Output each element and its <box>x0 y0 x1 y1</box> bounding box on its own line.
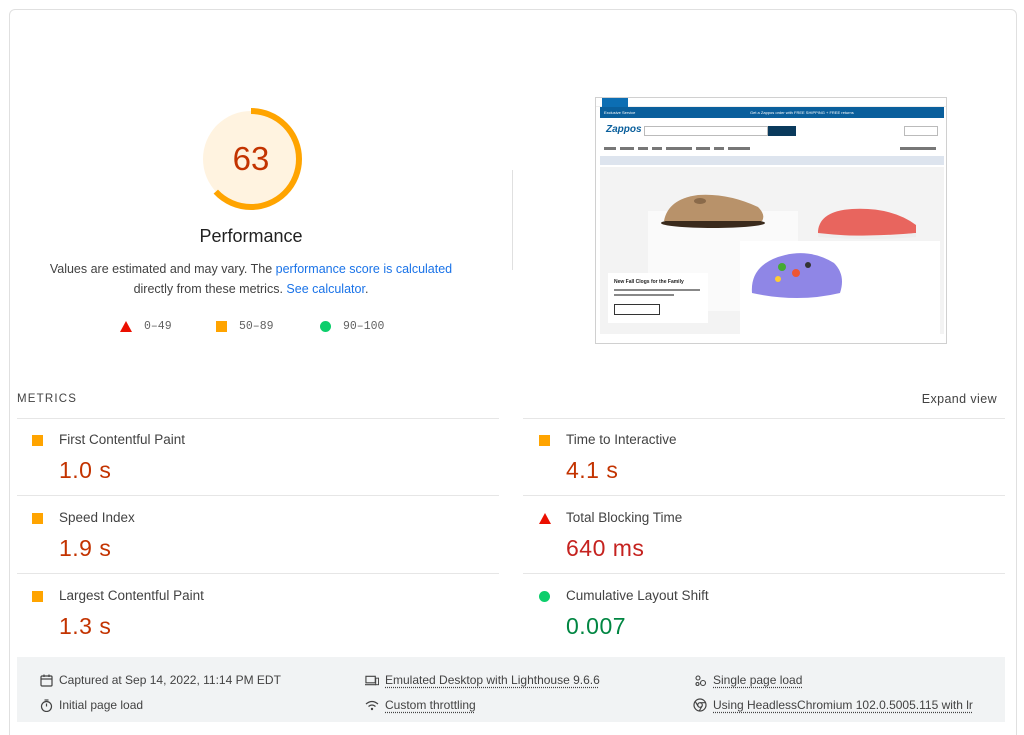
performance-description: Values are estimated and may vary. The p… <box>40 259 462 299</box>
score-calculation-link[interactable]: performance score is calculated <box>275 262 453 276</box>
performance-title: Performance <box>199 226 303 246</box>
clog-tan-image <box>661 194 765 228</box>
metric-value: 1.0 s <box>59 457 112 483</box>
gauge-ring <box>200 108 302 210</box>
metric-largest-contentful-paint: Largest Contentful Paint 1.3 s <box>17 575 477 653</box>
thumb-search-button <box>768 126 796 136</box>
zappos-logo: Zappos <box>606 124 642 135</box>
metrics-divider <box>17 573 499 574</box>
metric-value: 1.3 s <box>59 613 112 639</box>
triangle-icon <box>539 513 551 524</box>
metric-value: 640 ms <box>566 535 645 561</box>
thumb-promo-strip <box>600 156 944 165</box>
square-icon <box>216 321 227 332</box>
thumb-hero: New Fall Clogs for the Family <box>600 167 944 334</box>
desc-middle: directly from these metrics. <box>133 282 287 296</box>
circle-icon <box>320 321 331 332</box>
metric-value: 1.9 s <box>59 535 112 561</box>
circle-icon <box>539 591 550 602</box>
clog-red-image <box>818 208 916 239</box>
runtime-settings-footer: Captured at Sep 14, 2022, 11:14 PM EDT I… <box>17 657 1005 722</box>
legend-pass: 90–100 <box>320 320 384 333</box>
thumb-header: Zappos <box>600 120 944 142</box>
clog-purple-image <box>751 253 842 298</box>
metrics-divider <box>523 573 1005 574</box>
metric-label: Total Blocking Time <box>566 510 683 525</box>
performance-score: 63 <box>232 140 270 177</box>
single-page-load[interactable]: Single page load <box>693 673 802 687</box>
legend-fail: 0–49 <box>120 320 172 333</box>
thumb-hero-title: New Fall Clogs for the Family <box>614 279 684 285</box>
wifi-icon <box>365 698 379 712</box>
emulated-device-text[interactable]: Emulated Desktop with Lighthouse 9.6.6 <box>385 673 600 687</box>
see-calculator-link[interactable]: See calculator <box>286 282 365 296</box>
metrics-divider <box>17 418 499 419</box>
desc-suffix: . <box>364 282 369 296</box>
section-divider <box>512 170 513 270</box>
throttling[interactable]: Custom throttling <box>365 698 476 712</box>
legend-pass-label: 90–100 <box>343 320 385 333</box>
metrics-header: METRICS <box>17 393 78 405</box>
legend-average-label: 50–89 <box>239 320 274 333</box>
captured-at: Captured at Sep 14, 2022, 11:14 PM EDT <box>39 673 281 687</box>
single-page-load-text[interactable]: Single page load <box>713 673 803 687</box>
people-icon <box>693 673 707 687</box>
thumb-hero-card: New Fall Clogs for the Family <box>608 273 708 323</box>
initial-page-load: Initial page load <box>39 698 143 712</box>
chrome-icon <box>693 698 707 712</box>
emulated-device[interactable]: Emulated Desktop with Lighthouse 9.6.6 <box>365 673 600 687</box>
thumb-nav <box>600 144 944 153</box>
stopwatch-icon <box>39 698 53 712</box>
desc-prefix: Values are estimated and may vary. The <box>49 262 276 276</box>
metric-label: First Contentful Paint <box>59 432 186 447</box>
square-icon <box>32 435 43 446</box>
metric-first-contentful-paint: First Contentful Paint 1.0 s <box>17 419 477 497</box>
metric-label: Time to Interactive <box>566 432 677 447</box>
page-screenshot-thumbnail[interactable]: Exclusive Service Get a Zappos order wit… <box>595 97 947 344</box>
metric-value: 4.1 s <box>566 457 619 483</box>
triangle-icon <box>120 321 132 332</box>
metric-label: Speed Index <box>59 510 135 525</box>
thumb-search <box>644 126 768 136</box>
square-icon <box>539 435 550 446</box>
metric-label: Cumulative Layout Shift <box>566 588 709 603</box>
metric-label: Largest Contentful Paint <box>59 588 204 603</box>
browser-version[interactable]: Using HeadlessChromium 102.0.5005.115 wi… <box>693 698 973 712</box>
metric-speed-index: Speed Index 1.9 s <box>17 497 477 575</box>
thumb-banner: Exclusive Service Get a Zappos order wit… <box>600 107 944 118</box>
metrics-divider <box>523 495 1005 496</box>
expand-view-button[interactable]: Expand view <box>921 392 997 406</box>
legend-average: 50–89 <box>216 320 274 333</box>
legend-fail-label: 0–49 <box>144 320 172 333</box>
metric-time-to-interactive: Time to Interactive 4.1 s <box>524 419 984 497</box>
performance-gauge[interactable]: 63 <box>198 106 304 212</box>
square-icon <box>32 591 43 602</box>
browser-version-text[interactable]: Using HeadlessChromium 102.0.5005.115 wi… <box>713 698 973 712</box>
captured-at-text: Captured at Sep 14, 2022, 11:14 PM EDT <box>59 673 281 687</box>
throttling-text[interactable]: Custom throttling <box>385 698 476 712</box>
metric-cumulative-layout-shift: Cumulative Layout Shift 0.007 <box>524 575 984 653</box>
initial-page-load-text: Initial page load <box>59 698 144 712</box>
metrics-divider <box>17 495 499 496</box>
square-icon <box>32 513 43 524</box>
metrics-divider <box>523 418 1005 419</box>
calendar-icon <box>39 673 53 687</box>
metric-total-blocking-time: Total Blocking Time 640 ms <box>524 497 984 575</box>
metric-value: 0.007 <box>566 613 627 639</box>
score-legend: 0–49 50–89 90–100 <box>0 320 1024 338</box>
thumb-topbar <box>596 98 946 107</box>
desktop-icon <box>365 673 379 687</box>
thumb-cart <box>904 126 938 136</box>
